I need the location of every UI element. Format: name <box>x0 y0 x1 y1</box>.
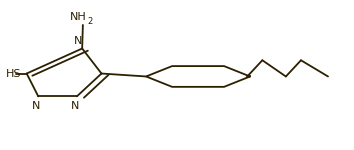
Text: N: N <box>74 36 82 46</box>
Text: 2: 2 <box>87 17 92 26</box>
Text: NH: NH <box>70 12 87 22</box>
Text: N: N <box>32 101 41 111</box>
Text: HS: HS <box>6 69 21 79</box>
Text: N: N <box>71 101 79 111</box>
